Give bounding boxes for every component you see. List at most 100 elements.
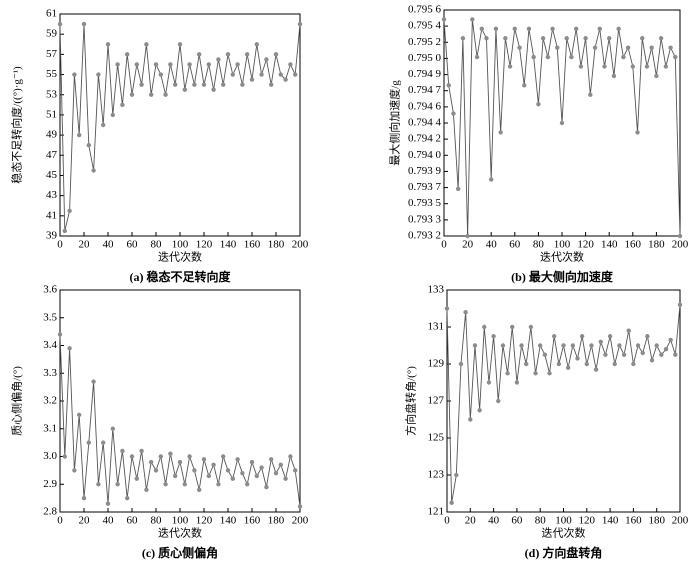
x-axis-label: 迭代次数: [158, 250, 202, 264]
data-point: [489, 177, 494, 182]
data-point: [192, 82, 197, 87]
x-tick-label: 40: [103, 515, 115, 527]
data-point: [283, 476, 288, 481]
y-tick-label: 2.9: [43, 478, 57, 490]
data-point: [283, 77, 288, 82]
data-point: [616, 26, 621, 32]
data-point: [649, 358, 655, 363]
data-point: [559, 120, 565, 126]
x-tick-label: 0: [441, 239, 447, 251]
data-point: [158, 72, 163, 77]
x-tick-label: 140: [602, 515, 619, 527]
y-tick-label: 59: [46, 28, 58, 40]
y-tick-label: 133: [428, 284, 445, 296]
data-point: [201, 457, 207, 462]
data-point: [105, 501, 111, 506]
data-line: [446, 304, 681, 503]
data-point: [96, 72, 101, 77]
data-point: [115, 482, 120, 487]
data-point: [139, 448, 144, 454]
data-point: [62, 454, 67, 459]
data-point: [269, 457, 274, 462]
y-tick-label: 0.795 4: [408, 20, 442, 32]
data-point: [134, 62, 139, 67]
x-tick-label: 0: [57, 515, 63, 527]
data-point: [551, 334, 557, 339]
data-point: [677, 302, 683, 307]
x-tick-label: 80: [151, 515, 163, 527]
data-point: [496, 398, 501, 404]
data-point: [463, 310, 468, 315]
x-tick-label: 200: [292, 239, 309, 251]
y-tick-label: 53: [46, 88, 58, 100]
data-point: [182, 87, 187, 92]
data-point: [273, 470, 279, 476]
x-tick-label: 80: [535, 515, 547, 527]
data-point: [254, 473, 259, 479]
x-tick-label: 40: [488, 515, 500, 527]
data-point: [640, 36, 645, 41]
x-tick-label: 20: [79, 239, 91, 251]
data-point: [105, 42, 111, 47]
data-line: [443, 19, 681, 237]
data-point: [474, 54, 480, 60]
data-point: [249, 459, 255, 465]
data-point: [254, 42, 259, 47]
data-point: [245, 52, 250, 57]
data-point: [173, 473, 178, 479]
x-tick-label: 100: [554, 239, 571, 251]
y-tick-label: 51: [46, 108, 57, 120]
data-point: [460, 36, 466, 41]
y-tick-label: 0.794 4: [408, 117, 442, 129]
data-point: [668, 337, 673, 343]
y-tick-label: 3.0: [43, 450, 57, 462]
data-point: [673, 54, 678, 60]
data-point: [458, 361, 464, 367]
y-tick-label: 0.793 2: [408, 230, 441, 242]
x-tick-label: 160: [625, 239, 642, 251]
data-point: [503, 36, 508, 41]
data-point: [269, 82, 274, 87]
data-point: [149, 92, 154, 97]
data-point: [235, 457, 240, 462]
y-tick-label: 0.794 9: [408, 68, 442, 80]
data-point: [197, 52, 202, 57]
data-point: [163, 92, 168, 97]
y-tick-label: 127: [428, 395, 445, 407]
data-point: [211, 87, 216, 92]
x-tick-label: 80: [533, 239, 545, 251]
data-point: [668, 45, 673, 50]
x-tick-label: 140: [601, 239, 618, 251]
data-point: [621, 54, 626, 60]
data-point: [493, 26, 499, 32]
data-point: [607, 36, 612, 41]
data-point: [86, 440, 92, 445]
data-point: [617, 343, 622, 348]
data-line: [59, 334, 301, 507]
data-point: [173, 82, 178, 87]
data-point: [259, 72, 264, 77]
data-point: [72, 72, 77, 77]
data-point: [635, 343, 641, 348]
data-point: [77, 412, 82, 418]
data-point: [484, 36, 489, 41]
x-tick-label: 180: [648, 515, 665, 527]
y-tick-label: 39: [46, 230, 58, 242]
data-point: [110, 426, 116, 431]
y-tick-label: 3.6: [43, 284, 57, 296]
data-point: [77, 132, 82, 138]
data-point: [278, 462, 283, 468]
data-point: [182, 482, 187, 487]
x-tick-label: 0: [444, 515, 450, 527]
data-point: [654, 73, 659, 79]
data-point: [454, 472, 459, 478]
data-point: [72, 468, 77, 473]
data-point: [192, 468, 197, 473]
data-point: [536, 101, 541, 107]
data-point: [177, 459, 183, 465]
data-point: [221, 454, 226, 459]
data-point: [245, 482, 250, 487]
data-point: [602, 64, 607, 69]
data-point: [607, 334, 613, 339]
